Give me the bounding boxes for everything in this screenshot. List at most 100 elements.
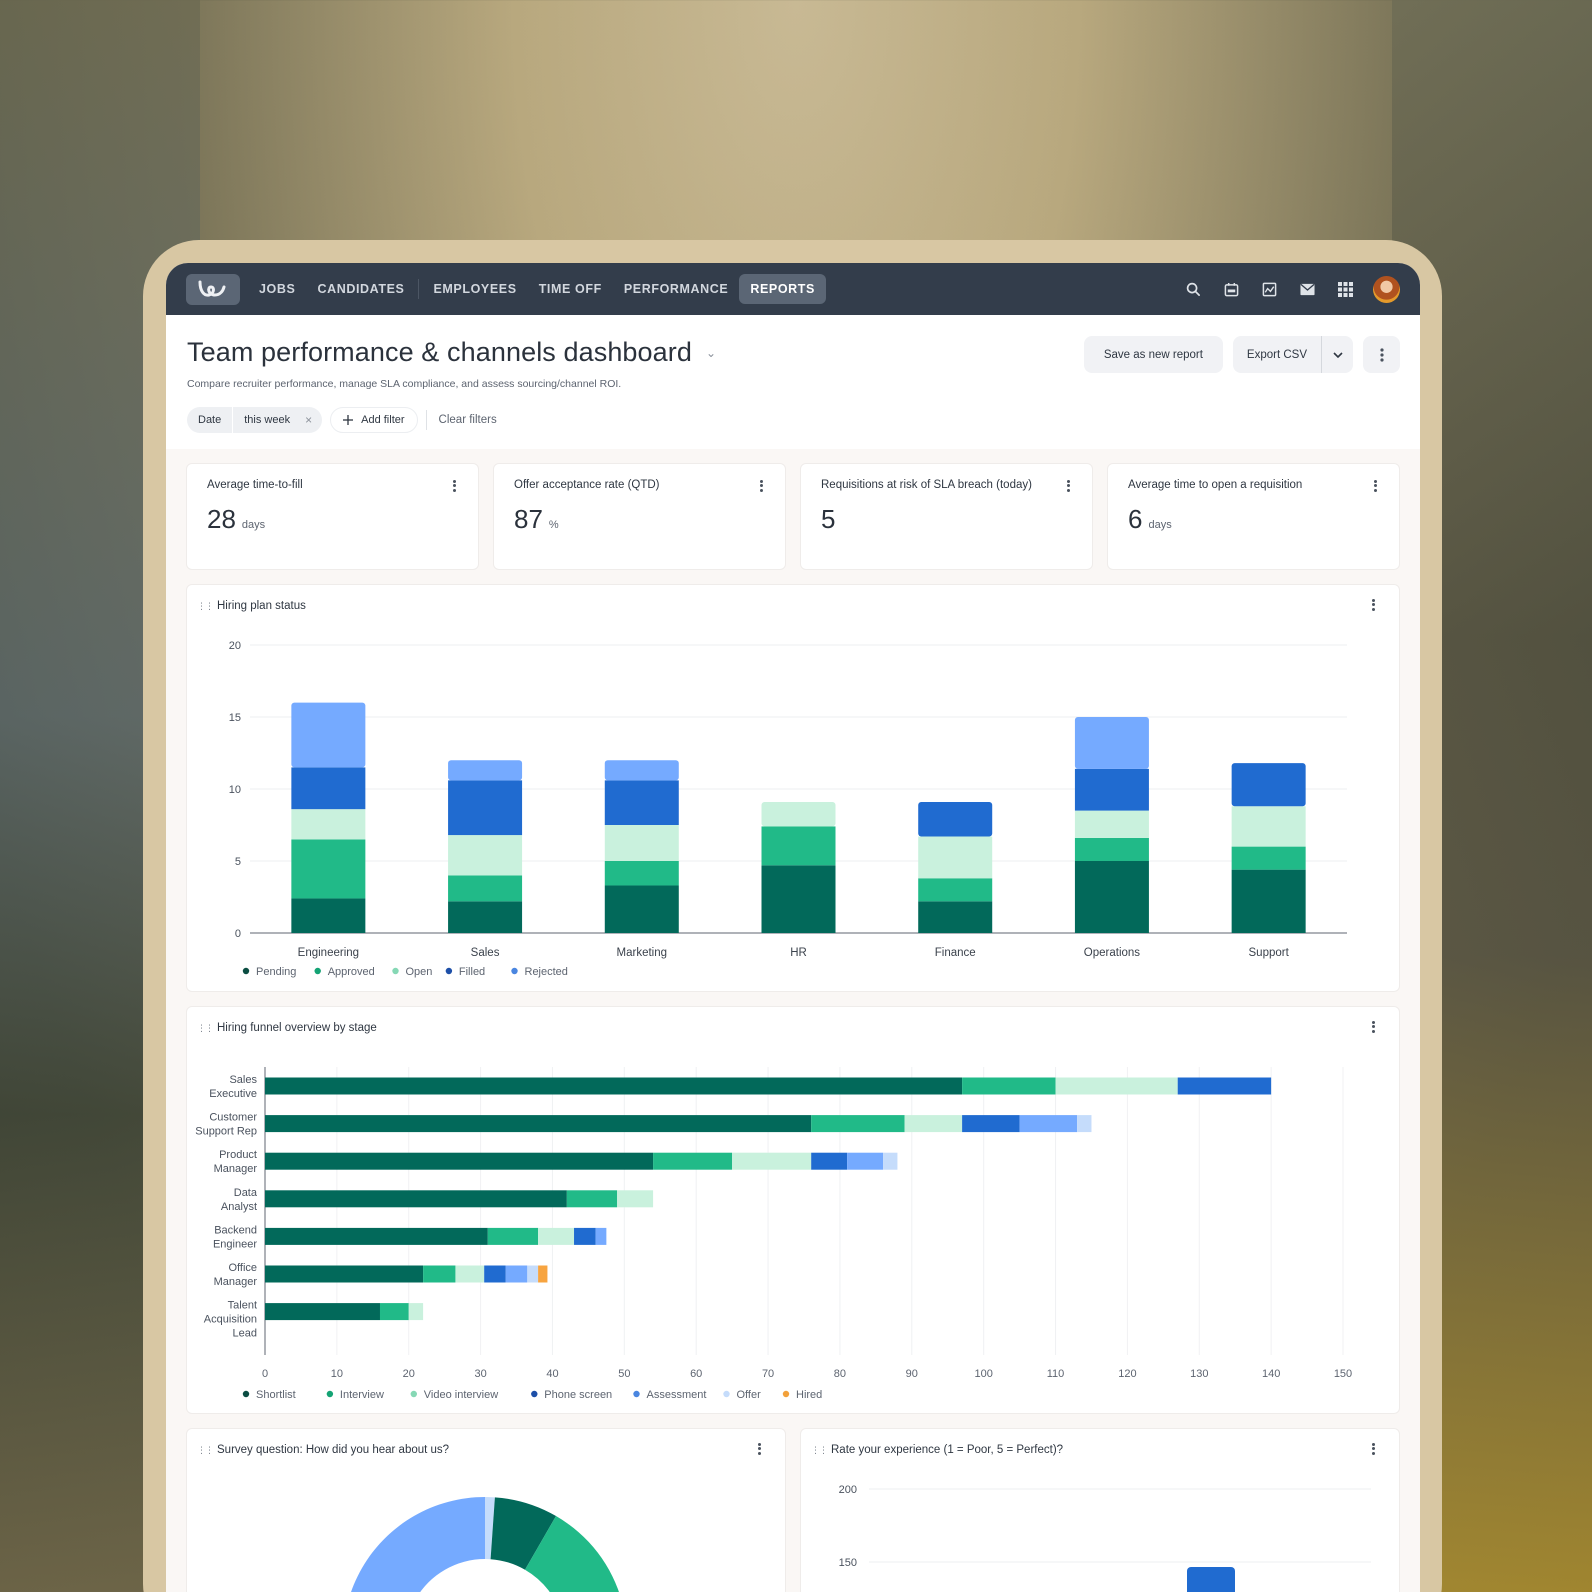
y-category-label: Lead bbox=[233, 1328, 257, 1340]
calendar-icon[interactable] bbox=[1221, 279, 1241, 299]
kpi-label: Requisitions at risk of SLA breach (toda… bbox=[821, 479, 1032, 491]
search-icon[interactable] bbox=[1183, 279, 1203, 299]
bar-segment bbox=[423, 1265, 456, 1283]
bar-segment bbox=[811, 1115, 905, 1133]
export-options-chevron-down-icon[interactable] bbox=[1322, 336, 1353, 373]
save-as-new-report-button[interactable]: Save as new report bbox=[1083, 336, 1223, 373]
clear-filters-link[interactable]: Clear filters bbox=[438, 414, 497, 426]
nav-time-off[interactable]: TIME OFF bbox=[538, 282, 602, 296]
y-tick-label: 0 bbox=[235, 928, 241, 940]
logo-icon bbox=[198, 280, 226, 297]
bar-segment bbox=[918, 878, 993, 902]
drag-handle-icon[interactable]: ⋮⋮ bbox=[197, 1444, 214, 1455]
bar-segment bbox=[1074, 810, 1149, 838]
y-category-label: Executive bbox=[209, 1088, 257, 1100]
kpi-unit: days bbox=[1148, 519, 1172, 531]
date-filter-chip[interactable]: Date this week × bbox=[187, 407, 323, 433]
legend-marker bbox=[410, 1390, 417, 1398]
bar-segment bbox=[604, 885, 679, 933]
bar-segment bbox=[604, 861, 679, 886]
page-header: Team performance & channels dashboard ⌄ … bbox=[166, 315, 1420, 449]
kpi-row: Average time-to-fill 28 days Offer accept… bbox=[186, 463, 1400, 570]
title-dropdown-chevron-icon[interactable]: ⌄ bbox=[706, 345, 717, 360]
bar-segment bbox=[448, 760, 523, 781]
more-options-icon[interactable] bbox=[1363, 336, 1400, 373]
bar-segment bbox=[291, 702, 366, 768]
drag-handle-icon[interactable]: ⋮⋮ bbox=[811, 1444, 828, 1455]
y-category-label: Manager bbox=[214, 1276, 258, 1288]
kebab-menu-icon[interactable] bbox=[1369, 1019, 1377, 1035]
analytics-icon[interactable] bbox=[1259, 279, 1279, 299]
legend-marker bbox=[392, 967, 399, 975]
bar-segment bbox=[448, 780, 523, 836]
drag-handle-icon[interactable]: ⋮⋮ bbox=[197, 600, 214, 611]
bar bbox=[1187, 1567, 1235, 1592]
add-filter-button[interactable]: Add filter bbox=[330, 407, 418, 433]
apps-grid-icon[interactable] bbox=[1335, 279, 1355, 299]
y-tick-label: 10 bbox=[229, 784, 241, 796]
nav-employees[interactable]: EMPLOYEES bbox=[433, 282, 517, 296]
legend-marker bbox=[242, 1390, 250, 1398]
legend-label: Assessment bbox=[647, 1389, 707, 1401]
x-tick-label: 70 bbox=[762, 1368, 774, 1380]
bar-segment bbox=[538, 1265, 548, 1283]
experience-rating-panel: ⋮⋮ Rate your experience (1 = Poor, 5 = Pe… bbox=[800, 1428, 1400, 1592]
kebab-menu-icon[interactable] bbox=[450, 478, 458, 494]
nav-candidates[interactable]: CANDIDATES bbox=[317, 282, 405, 296]
kebab-menu-icon[interactable] bbox=[1369, 597, 1377, 613]
bar-segment bbox=[918, 836, 993, 879]
filter-value[interactable]: this week bbox=[232, 407, 301, 433]
kebab-menu-icon[interactable] bbox=[755, 1441, 763, 1457]
export-csv-button[interactable]: Export CSV bbox=[1233, 336, 1322, 373]
survey-source-panel: ⋮⋮ Survey question: How did you hear abou… bbox=[186, 1428, 786, 1592]
bar-segment bbox=[291, 839, 366, 899]
bar-segment bbox=[918, 901, 993, 933]
x-tick-label: 100 bbox=[974, 1368, 992, 1380]
legend-label: Pending bbox=[256, 966, 296, 978]
filter-field-label[interactable]: Date bbox=[198, 414, 222, 426]
bar-segment bbox=[962, 1077, 1056, 1095]
filters-divider bbox=[425, 410, 427, 430]
bar-segment bbox=[1019, 1115, 1078, 1133]
kebab-menu-icon[interactable] bbox=[757, 478, 765, 494]
legend-label: Hired bbox=[796, 1389, 822, 1401]
kpi-value: 5 bbox=[821, 504, 836, 534]
legend-marker bbox=[723, 1390, 730, 1398]
kebab-menu-icon[interactable] bbox=[1369, 1441, 1377, 1457]
x-tick-label: 80 bbox=[834, 1368, 846, 1380]
x-category-label: Sales bbox=[471, 947, 500, 959]
legend-label: Interview bbox=[340, 1389, 384, 1401]
bar-segment bbox=[761, 826, 836, 866]
panel-title: Hiring funnel overview by stage bbox=[217, 1022, 377, 1034]
nav-performance[interactable]: PERFORMANCE bbox=[623, 282, 729, 296]
kpi-label: Offer acceptance rate (QTD) bbox=[514, 479, 660, 491]
user-avatar[interactable] bbox=[1373, 275, 1400, 303]
mail-icon[interactable] bbox=[1297, 279, 1317, 299]
x-tick-label: 40 bbox=[546, 1368, 558, 1380]
y-tick-label: 15 bbox=[229, 712, 241, 724]
legend-marker bbox=[445, 967, 453, 975]
nav-jobs[interactable]: JOBS bbox=[259, 282, 296, 296]
kpi-unit: days bbox=[241, 519, 266, 531]
experience-rating-bar-chart: 200 150 bbox=[839, 1484, 1371, 1592]
filter-bar: Date this week × Add filter Clear filter… bbox=[187, 407, 1400, 433]
drag-handle-icon[interactable]: ⋮⋮ bbox=[197, 1022, 214, 1033]
bar-segment bbox=[265, 1190, 567, 1208]
kpi-card-time-to-fill: Average time-to-fill 28 days bbox=[186, 463, 479, 570]
kpi-card-sla-risk: Requisitions at risk of SLA breach (toda… bbox=[800, 463, 1093, 570]
remove-filter-close-icon[interactable]: × bbox=[305, 413, 313, 427]
survey-donut-chart bbox=[351, 1497, 619, 1592]
bar-segment bbox=[1177, 1077, 1272, 1095]
kebab-menu-icon[interactable] bbox=[1064, 478, 1072, 494]
bar-segment bbox=[1074, 768, 1149, 811]
y-category-label: Manager bbox=[214, 1163, 258, 1175]
app-logo[interactable] bbox=[186, 273, 240, 305]
legend-label: Filled bbox=[459, 966, 485, 978]
x-category-label: HR bbox=[790, 947, 807, 959]
nav-reports[interactable]: REPORTS bbox=[739, 274, 826, 304]
kpi-label: Average time to open a requisition bbox=[1128, 479, 1303, 491]
bar-segment bbox=[379, 1303, 409, 1321]
x-tick-label: 90 bbox=[906, 1368, 918, 1380]
kebab-menu-icon[interactable] bbox=[1371, 478, 1379, 494]
x-tick-label: 110 bbox=[1047, 1368, 1065, 1380]
